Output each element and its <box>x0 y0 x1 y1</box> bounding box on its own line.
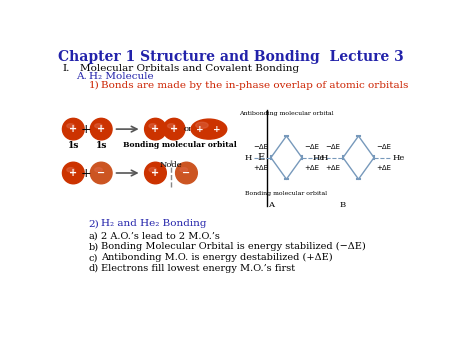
Ellipse shape <box>191 119 227 139</box>
Ellipse shape <box>163 118 185 140</box>
Text: A: A <box>268 201 274 209</box>
Ellipse shape <box>90 118 112 140</box>
Text: He: He <box>312 153 324 162</box>
Text: +ΔE: +ΔE <box>326 165 341 171</box>
Text: +: + <box>151 168 159 178</box>
Ellipse shape <box>149 168 157 172</box>
Text: A.: A. <box>76 72 86 81</box>
Ellipse shape <box>167 124 175 128</box>
Text: 1s: 1s <box>68 141 79 150</box>
Text: +ΔE: +ΔE <box>376 165 392 171</box>
Ellipse shape <box>67 124 74 128</box>
Text: 2 A.O.’s lead to 2 M.O.’s: 2 A.O.’s lead to 2 M.O.’s <box>101 232 220 241</box>
Ellipse shape <box>176 162 197 184</box>
Ellipse shape <box>94 168 102 172</box>
Ellipse shape <box>144 162 166 184</box>
Text: a): a) <box>89 232 99 241</box>
Text: 1s: 1s <box>95 141 107 150</box>
Ellipse shape <box>149 124 157 128</box>
Ellipse shape <box>196 122 208 128</box>
Text: 1): 1) <box>89 80 99 90</box>
Text: +: + <box>97 124 105 134</box>
Text: He: He <box>392 153 405 162</box>
Ellipse shape <box>180 168 188 172</box>
Text: I.: I. <box>63 64 70 73</box>
Text: H: H <box>320 153 328 162</box>
Text: d): d) <box>89 264 99 273</box>
Ellipse shape <box>94 124 102 128</box>
Text: B: B <box>340 201 346 209</box>
Text: +: + <box>170 124 178 134</box>
Text: +: + <box>69 124 77 134</box>
Text: H₂ Molecule: H₂ Molecule <box>89 72 153 81</box>
Text: or: or <box>184 125 193 133</box>
Ellipse shape <box>67 168 74 172</box>
Text: +: + <box>81 123 91 136</box>
Text: +: + <box>81 167 91 179</box>
Text: −: − <box>97 168 105 178</box>
Text: 2): 2) <box>89 219 99 228</box>
Text: Bonding Molecular Orbital is energy stabilized (−ΔE): Bonding Molecular Orbital is energy stab… <box>101 242 366 251</box>
Text: Antibonding M.O. is energy destabilized (+ΔE): Antibonding M.O. is energy destabilized … <box>101 253 333 262</box>
Text: +: + <box>151 124 159 134</box>
Text: −ΔE: −ΔE <box>254 144 269 150</box>
Ellipse shape <box>144 118 166 140</box>
Text: −ΔE: −ΔE <box>376 144 392 150</box>
Text: H: H <box>245 153 252 162</box>
Text: +: + <box>69 168 77 178</box>
Text: Bonds are made by the in-phase overlap of atomic orbitals: Bonds are made by the in-phase overlap o… <box>101 80 409 90</box>
Text: Electrons fill lowest energy M.O.’s first: Electrons fill lowest energy M.O.’s firs… <box>101 264 295 273</box>
Text: −ΔE: −ΔE <box>304 144 319 150</box>
Text: Chapter 1 Structure and Bonding  Lecture 3: Chapter 1 Structure and Bonding Lecture … <box>58 50 404 64</box>
Ellipse shape <box>63 162 84 184</box>
Text: E: E <box>257 153 265 163</box>
Text: +: + <box>213 125 220 134</box>
Text: c): c) <box>89 253 98 262</box>
Text: +ΔE: +ΔE <box>254 165 269 171</box>
Text: Bonding molecular orbital: Bonding molecular orbital <box>123 141 237 149</box>
Text: Molecular Orbitals and Covalent Bonding: Molecular Orbitals and Covalent Bonding <box>80 64 299 73</box>
Text: H₂ and He₂ Bonding: H₂ and He₂ Bonding <box>101 219 207 228</box>
Text: −: − <box>182 168 190 178</box>
Ellipse shape <box>63 118 84 140</box>
Text: +: + <box>196 125 203 134</box>
Text: −ΔE: −ΔE <box>326 144 341 150</box>
Text: Bonding molecular orbital: Bonding molecular orbital <box>245 191 328 196</box>
Text: Node: Node <box>160 161 182 169</box>
Text: Antibonding molecular orbital: Antibonding molecular orbital <box>239 112 334 116</box>
Text: b): b) <box>89 242 99 251</box>
Ellipse shape <box>90 162 112 184</box>
Text: +ΔE: +ΔE <box>304 165 319 171</box>
